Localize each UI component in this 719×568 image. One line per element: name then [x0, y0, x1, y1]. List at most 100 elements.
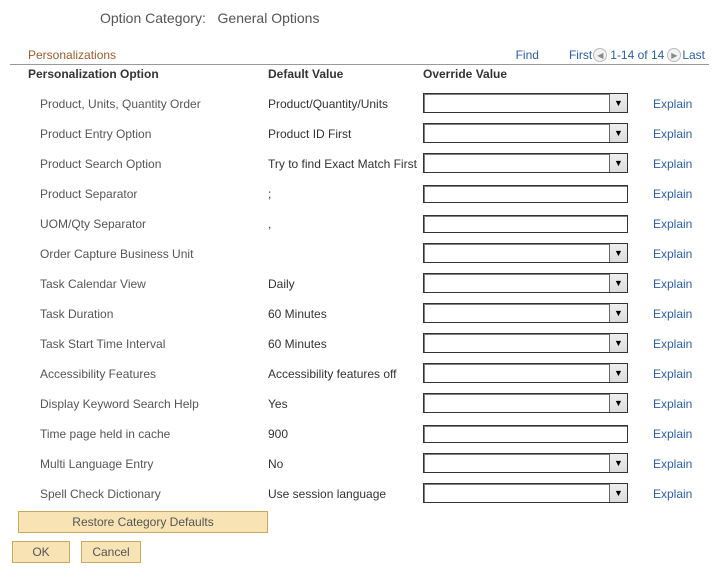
default-value: Yes: [268, 397, 423, 411]
nav-range: 1-14 of 14: [610, 48, 664, 62]
grid-row: Multi Language EntryNo▼Explain: [10, 449, 709, 479]
override-input[interactable]: [423, 215, 628, 233]
override-cell: ▼: [423, 333, 643, 355]
option-label: Product Entry Option: [40, 127, 268, 141]
section-header: Personalizations Find First ◀ 1-14 of 14…: [10, 46, 709, 65]
grid-row: UOM/Qty Separator, Explain: [10, 209, 709, 239]
option-label: UOM/Qty Separator: [40, 217, 268, 231]
grid-row: Task Start Time Interval60 Minutes▼Expla…: [10, 329, 709, 359]
col-header-option: Personalization Option: [28, 67, 268, 81]
chevron-down-icon[interactable]: ▼: [609, 394, 627, 412]
personalization-grid: Personalization Option Default Value Ove…: [10, 67, 709, 509]
grid-row: Task Duration60 Minutes▼Explain: [10, 299, 709, 329]
title-label: Option Category:: [100, 10, 206, 26]
grid-row: Product Separator; Explain: [10, 179, 709, 209]
default-value: Try to find Exact Match First: [268, 157, 423, 171]
chevron-down-icon[interactable]: ▼: [609, 304, 627, 322]
option-label: Product Separator: [40, 187, 268, 201]
explain-link[interactable]: Explain: [653, 157, 692, 171]
grid-row: Spell Check DictionaryUse session langua…: [10, 479, 709, 509]
override-select[interactable]: ▼: [423, 93, 628, 113]
override-select[interactable]: ▼: [423, 243, 628, 263]
default-value: Daily: [268, 277, 423, 291]
grid-row: Time page held in cache900 Explain: [10, 419, 709, 449]
nav-prev-icon[interactable]: ◀: [593, 48, 607, 62]
default-value: Accessibility features off: [268, 367, 423, 381]
override-select[interactable]: ▼: [423, 483, 628, 503]
default-value: Product/Quantity/Units: [268, 97, 423, 111]
override-cell: ▼: [423, 93, 643, 115]
default-value: Use session language: [268, 487, 423, 501]
default-value: No: [268, 457, 423, 471]
category-button-bar: Restore Category Defaults: [0, 509, 719, 533]
section-heading: Personalizations: [28, 48, 116, 62]
override-select[interactable]: ▼: [423, 123, 628, 143]
override-cell: ▼: [423, 153, 643, 175]
override-select[interactable]: ▼: [423, 393, 628, 413]
restore-defaults-button[interactable]: Restore Category Defaults: [18, 511, 268, 533]
override-select[interactable]: ▼: [423, 453, 628, 473]
chevron-down-icon[interactable]: ▼: [609, 484, 627, 502]
explain-link[interactable]: Explain: [653, 187, 692, 201]
explain-link[interactable]: Explain: [653, 217, 692, 231]
chevron-down-icon[interactable]: ▼: [609, 364, 627, 382]
explain-link[interactable]: Explain: [653, 307, 692, 321]
option-label: Accessibility Features: [40, 367, 268, 381]
col-header-override: Override Value: [423, 67, 643, 81]
explain-link[interactable]: Explain: [653, 457, 692, 471]
page-title: Option Category: General Options: [0, 0, 719, 26]
explain-link[interactable]: Explain: [653, 367, 692, 381]
option-label: Display Keyword Search Help: [40, 397, 268, 411]
nav-last[interactable]: Last: [682, 48, 705, 62]
nav-first[interactable]: First: [569, 48, 592, 62]
col-header-default: Default Value: [268, 67, 423, 81]
default-value: 900: [268, 427, 423, 441]
chevron-down-icon[interactable]: ▼: [609, 244, 627, 262]
override-input[interactable]: [423, 425, 628, 443]
option-label: Product Search Option: [40, 157, 268, 171]
ok-button[interactable]: OK: [12, 541, 70, 563]
grid-row: Accessibility FeaturesAccessibility feat…: [10, 359, 709, 389]
override-input[interactable]: [423, 185, 628, 203]
override-cell: ▼: [423, 363, 643, 385]
cancel-button[interactable]: Cancel: [81, 541, 140, 563]
chevron-down-icon[interactable]: ▼: [609, 334, 627, 352]
override-select[interactable]: ▼: [423, 273, 628, 293]
explain-link[interactable]: Explain: [653, 277, 692, 291]
grid-row: Product Entry OptionProduct ID First ▼ Exp…: [10, 119, 709, 149]
override-select[interactable]: ▼: [423, 363, 628, 383]
explain-link[interactable]: Explain: [653, 247, 692, 261]
default-value: ;: [268, 187, 423, 201]
explain-link[interactable]: Explain: [653, 397, 692, 411]
chevron-down-icon[interactable]: ▼: [609, 124, 627, 142]
override-cell: ▼: [423, 243, 643, 265]
chevron-down-icon[interactable]: ▼: [609, 94, 627, 112]
option-label: Task Duration: [40, 307, 268, 321]
option-label: Time page held in cache: [40, 427, 268, 441]
chevron-down-icon[interactable]: ▼: [609, 154, 627, 172]
grid-row: Task Calendar ViewDaily▼Explain: [10, 269, 709, 299]
override-cell: ▼: [423, 303, 643, 325]
option-label: Spell Check Dictionary: [40, 487, 268, 501]
option-label: Order Capture Business Unit: [40, 247, 268, 261]
option-label: Product, Units, Quantity Order: [40, 97, 268, 111]
explain-link[interactable]: Explain: [653, 127, 692, 141]
override-cell: ▼: [423, 453, 643, 475]
bottom-button-bar: OK Cancel: [0, 533, 719, 563]
option-label: Task Start Time Interval: [40, 337, 268, 351]
override-cell: [423, 425, 643, 443]
override-select[interactable]: ▼: [423, 153, 628, 173]
find-link[interactable]: Find: [516, 48, 539, 62]
explain-link[interactable]: Explain: [653, 487, 692, 501]
default-value: ,: [268, 217, 423, 231]
override-select[interactable]: ▼: [423, 303, 628, 323]
explain-link[interactable]: Explain: [653, 427, 692, 441]
explain-link[interactable]: Explain: [653, 337, 692, 351]
chevron-down-icon[interactable]: ▼: [609, 274, 627, 292]
nav-next-icon[interactable]: ▶: [667, 48, 681, 62]
chevron-down-icon[interactable]: ▼: [609, 454, 627, 472]
default-value: Product ID First: [268, 127, 423, 141]
explain-link[interactable]: Explain: [653, 97, 692, 111]
override-cell: [423, 215, 643, 233]
override-select[interactable]: ▼: [423, 333, 628, 353]
